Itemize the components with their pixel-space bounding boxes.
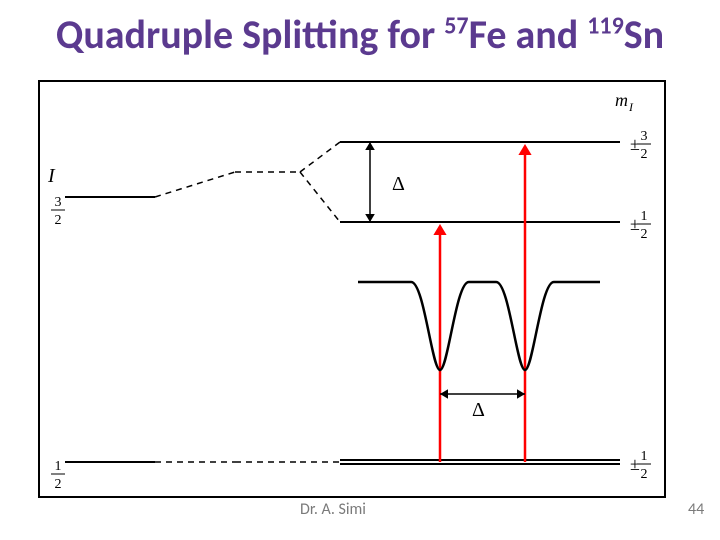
delta-label-spectrum: Δ [472,399,485,421]
figure-frame: ΔΔImI3212±32±12±12 [38,80,666,498]
svg-text:3: 3 [55,195,62,210]
slide-title: Quadruple Splitting for 57Fe and 119Sn [0,10,720,59]
svg-text:1: 1 [641,209,648,224]
label-pm32: ±32 [630,129,651,162]
title-prefix: Quadruple Splitting for [56,10,444,59]
title-sup2: 119 [587,12,624,41]
mossbauer-spectrum [358,282,600,370]
svg-text:1: 1 [641,449,648,464]
axis-label-mI: mI [615,90,634,114]
delta-label-levels: Δ [392,173,405,195]
slide: Quadruple Splitting for 57Fe and 119Sn Δ… [0,0,720,540]
svg-text:2: 2 [55,477,62,492]
svg-text:2: 2 [641,467,648,482]
energy-diagram-svg: ΔΔImI3212±32±12±12 [40,82,664,496]
frac-I-12: 12 [51,459,65,492]
page-number: 44 [688,500,704,519]
svg-text:2: 2 [641,147,648,162]
label-pm12-lower: ±12 [630,449,651,482]
svg-text:2: 2 [641,227,648,242]
frac-I-32: 32 [51,195,65,228]
svg-text:3: 3 [641,129,648,144]
svg-text:I: I [628,100,634,114]
title-sup1: 57 [444,12,468,41]
label-pm12-upper: ±12 [630,209,651,242]
footer-author: Dr. A. Simi [300,500,366,519]
svg-text:2: 2 [55,213,62,228]
axis-label-I: I [47,165,56,187]
title-suffix: Sn [624,10,664,59]
title-mid: Fe and [469,10,588,59]
svg-text:1: 1 [55,459,62,474]
svg-text:m: m [615,90,628,110]
